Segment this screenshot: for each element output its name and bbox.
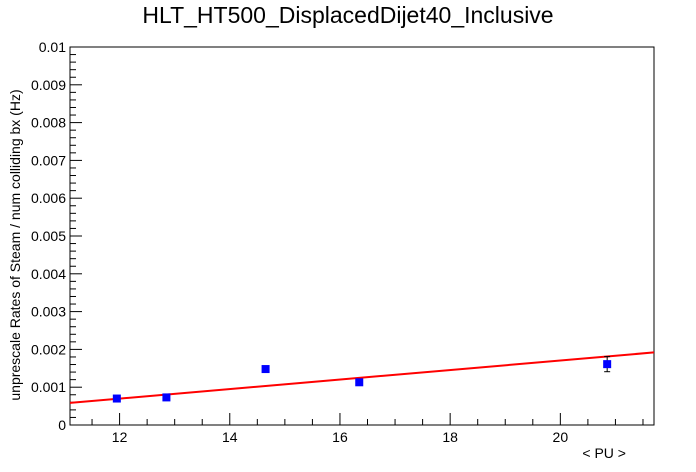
data-point [112, 394, 121, 403]
y-tick-label: 0.006 [31, 190, 66, 206]
y-tick-label: 0.007 [31, 152, 66, 168]
chart-title: HLT_HT500_DisplacedDijet40_Inclusive [142, 2, 553, 28]
y-tick-label: 0.003 [31, 304, 66, 320]
x-tick-label: 12 [112, 429, 128, 445]
y-tick-label: 0.008 [31, 115, 66, 131]
fit-line [69, 351, 655, 404]
x-tick-label: 18 [442, 429, 458, 445]
y-tick-label: 0.002 [31, 341, 66, 357]
x-tick-label: 16 [332, 429, 348, 445]
data-point [261, 365, 270, 374]
y-tick-label: 0.005 [31, 228, 66, 244]
y-tick-label: 0.01 [39, 39, 66, 55]
x-tick-label: 20 [553, 429, 569, 445]
x-tick-label: 14 [222, 429, 238, 445]
data-point [355, 378, 364, 387]
data-point [162, 393, 171, 402]
y-tick-label: 0.009 [31, 77, 66, 93]
y-tick-label: 0 [58, 417, 66, 433]
data-point [603, 360, 612, 369]
y-axis-label: unprescale Rates of Steam / num collidin… [7, 89, 23, 400]
y-tick-label: 0.004 [31, 266, 66, 282]
plot-frame [69, 46, 655, 426]
x-axis-label: < PU > [582, 445, 626, 461]
y-tick-label: 0.001 [31, 379, 66, 395]
